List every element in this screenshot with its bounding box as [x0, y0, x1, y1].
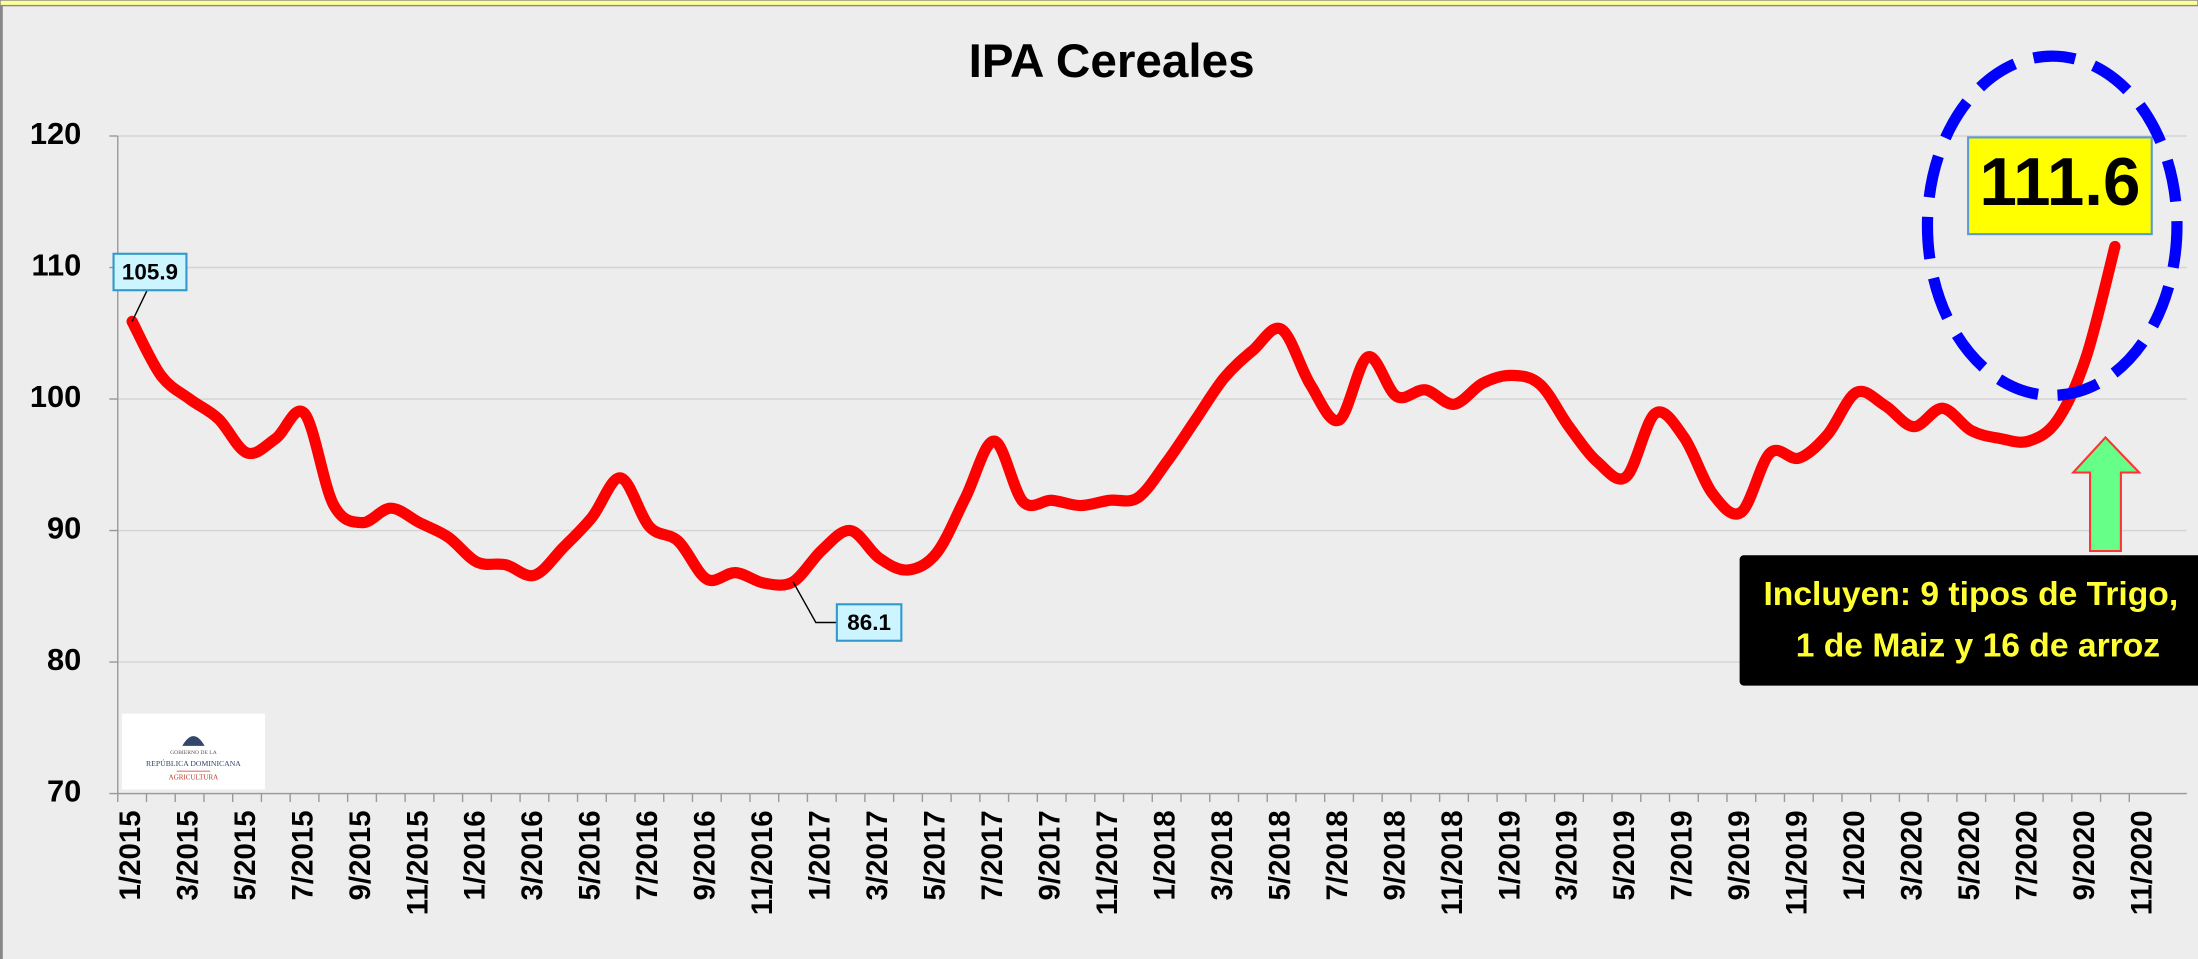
x-tick-label: 9/2015	[344, 810, 377, 900]
x-tick-label: 3/2015	[171, 810, 204, 900]
x-tick-label: 7/2015	[286, 810, 319, 900]
logo-text: GOBIERNO DE LA	[170, 750, 217, 756]
x-tick-label: 5/2016	[574, 810, 607, 900]
logo: GOBIERNO DE LA REPÚBLICA DOMINICANA AGRICU…	[121, 713, 265, 790]
highlight-ellipse	[1921, 50, 2183, 401]
x-tick-label: 5/2019	[1608, 810, 1641, 900]
x-tick-label: 5/2018	[1263, 810, 1296, 900]
logo-text: REPÚBLICA DOMINICANA	[146, 758, 241, 768]
x-tick-label: 1/2019	[1493, 810, 1526, 900]
arrow	[2070, 435, 2142, 553]
x-tick-label: 7/2018	[1321, 810, 1354, 900]
x-tick-label: 7/2019	[1666, 810, 1699, 900]
x-tick-label: 5/2017	[919, 810, 952, 900]
x-tick-label: 5/2015	[229, 810, 262, 900]
x-tick-label: 3/2020	[1896, 810, 1929, 900]
x-tick-label: 3/2016	[516, 810, 549, 900]
x-tick-label: 7/2016	[631, 810, 664, 900]
data-label: 111.6	[1979, 145, 2140, 220]
y-tick-label: 90	[47, 511, 81, 546]
x-tick-label: 9/2018	[1378, 810, 1411, 900]
x-tick-label: 1/2015	[114, 810, 147, 900]
annotation-box	[1739, 555, 2198, 686]
annotation-text: Incluyen: 9 tipos de Trigo,	[1763, 576, 2178, 613]
x-tick-label: 1/2018	[1148, 810, 1181, 900]
x-tick-label: 11/2017	[1091, 810, 1124, 915]
x-tick-label: 1/2020	[1838, 810, 1871, 900]
x-tick-label: 11/2020	[2125, 810, 2158, 915]
logo-box	[121, 713, 265, 790]
y-tick-label: 110	[32, 248, 82, 283]
y-tick-label: 100	[30, 379, 81, 414]
data-label: 86.1	[847, 610, 891, 635]
x-tick-label: 11/2015	[401, 810, 434, 915]
x-tick-label: 3/2019	[1551, 810, 1584, 900]
x-tick-label: 11/2019	[1781, 810, 1814, 915]
x-tick-label: 1/2016	[459, 810, 492, 900]
leader-line	[792, 581, 837, 624]
x-tick-label: 11/2018	[1436, 810, 1469, 915]
data-label-box	[1967, 136, 2153, 236]
data-label-box	[835, 603, 903, 642]
top-strip	[0, 0, 2198, 7]
y-tick-label: 70	[47, 774, 81, 809]
x-tick-label: 9/2020	[2068, 810, 2101, 900]
x-tick-label: 3/2017	[861, 810, 894, 900]
x-tick-label: 5/2020	[1953, 810, 1986, 900]
x-tick-label: 9/2016	[689, 810, 722, 900]
x-tick-label: 3/2018	[1206, 810, 1239, 900]
x-tick-label: 7/2020	[2011, 810, 2044, 900]
data-label: 105.9	[122, 259, 178, 284]
logo-emblem	[182, 736, 205, 746]
x-tick-label: 1/2017	[804, 810, 837, 900]
leader-line	[131, 289, 148, 322]
line-series	[126, 240, 2121, 591]
annotation-text: 1 de Maiz y 16 de arroz	[1796, 628, 2160, 665]
x-tick-label: 7/2017	[976, 810, 1009, 900]
x-tick-label: 9/2017	[1033, 810, 1066, 900]
y-tick-label: 80	[47, 642, 81, 677]
chart-title: IPA Cereales	[969, 35, 1255, 88]
x-tick-label: 11/2016	[746, 810, 779, 915]
x-tick-label: 9/2019	[1723, 810, 1756, 900]
data-label-box	[112, 252, 188, 292]
logo-text: AGRICULTURA	[169, 774, 219, 782]
y-tick-label: 120	[30, 116, 81, 151]
